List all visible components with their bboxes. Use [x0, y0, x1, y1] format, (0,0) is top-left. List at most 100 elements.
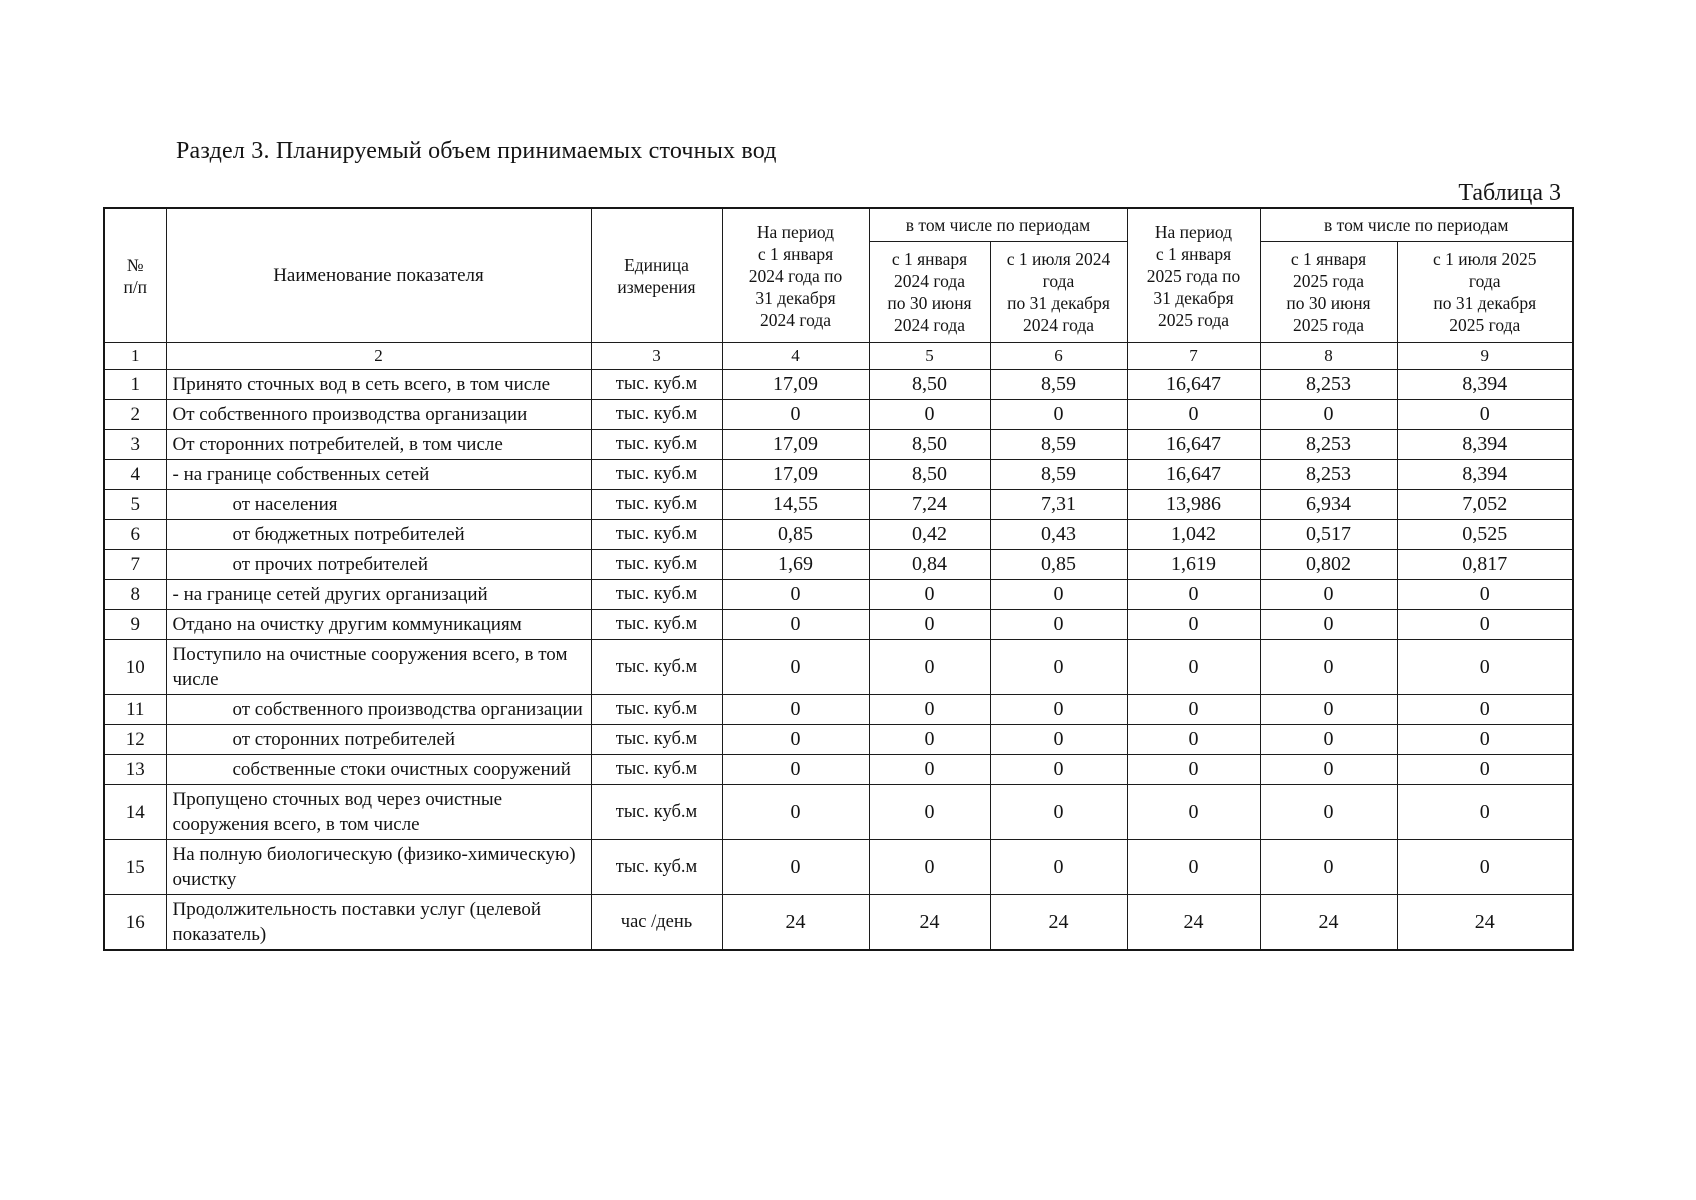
value-cell: 8,59 [989, 429, 1128, 460]
table-row: 9 Отдано на очистку другим коммуникациям т… [103, 609, 1574, 640]
value-cell: 0 [721, 399, 870, 430]
column-number: 3 [590, 342, 723, 370]
section-title: Раздел 3. Планируемый объем принимаемых … [176, 138, 777, 164]
value-cell: 8,59 [989, 459, 1128, 490]
unit-cell: тыс. куб.м [590, 839, 723, 895]
row-number-cell: 15 [103, 839, 167, 895]
value-cell: 16,647 [1126, 369, 1261, 400]
value-cell: 6,934 [1259, 489, 1398, 520]
value-cell: 0 [721, 784, 870, 840]
indicator-name-cell: Отдано на очистку другим коммуникациям [165, 609, 592, 640]
value-cell: 0 [1396, 839, 1574, 895]
header-period-2024: На период с 1 января 2024 года по 31 дек… [721, 207, 870, 343]
unit-cell: тыс. куб.м [590, 549, 723, 580]
value-cell: 8,394 [1396, 459, 1574, 490]
table-row: 1 Принято сточных вод в сеть всего, в том… [103, 369, 1574, 400]
value-cell: 14,55 [721, 489, 870, 520]
unit-cell: тыс. куб.м [590, 724, 723, 755]
table-row: 2 От собственного производства организаци… [103, 399, 1574, 430]
value-cell: 0 [721, 579, 870, 610]
header-indicator-name: Наименование показателя [165, 207, 592, 343]
row-number-cell: 10 [103, 639, 167, 695]
value-cell: 0 [1126, 839, 1261, 895]
value-cell: 8,394 [1396, 429, 1574, 460]
column-number: 4 [721, 342, 870, 370]
value-cell: 0 [721, 839, 870, 895]
value-cell: 0 [868, 784, 991, 840]
row-number-cell: 11 [103, 694, 167, 725]
value-cell: 0,42 [868, 519, 991, 550]
row-number-cell: 3 [103, 429, 167, 460]
table-row: 5 от населения тыс. куб.м 14,55 7,24 7,31 13,9… [103, 489, 1574, 520]
row-number-cell: 13 [103, 754, 167, 785]
header-row-subperiods: с 1 января 2024 года по 30 июня 2024 год… [104, 241, 1574, 343]
value-cell: 0 [989, 399, 1128, 430]
value-cell: 8,253 [1259, 429, 1398, 460]
value-cell: 17,09 [721, 459, 870, 490]
indicator-name-cell: собственные стоки очистных сооружений [165, 754, 592, 785]
unit-cell: тыс. куб.м [590, 429, 723, 460]
value-cell: 0 [1126, 579, 1261, 610]
header-row-number: № п/п [103, 207, 167, 343]
value-cell: 0 [989, 754, 1128, 785]
value-cell: 8,253 [1259, 369, 1398, 400]
indicator-name-cell: от населения [165, 489, 592, 520]
value-cell: 16,647 [1126, 429, 1261, 460]
value-cell: 7,31 [989, 489, 1128, 520]
header-h1-2025: с 1 января 2025 года по 30 июня 2025 год… [1259, 241, 1398, 343]
value-cell: 0 [868, 754, 991, 785]
unit-cell: тыс. куб.м [590, 694, 723, 725]
value-cell: 1,042 [1126, 519, 1261, 550]
unit-cell: тыс. куб.м [590, 754, 723, 785]
indicator-name-cell: Пропущено сточных вод через очистные соо… [165, 784, 592, 840]
unit-cell: тыс. куб.м [590, 369, 723, 400]
table-row: 15 На полную биологическую (физико-химиче… [103, 839, 1574, 895]
value-cell: 0 [989, 639, 1128, 695]
row-number-cell: 9 [103, 609, 167, 640]
unit-cell: тыс. куб.м [590, 519, 723, 550]
value-cell: 24 [721, 894, 870, 951]
value-cell: 0 [989, 609, 1128, 640]
value-cell: 0 [1259, 724, 1398, 755]
table-row: 11 от собственного производства организац… [103, 694, 1574, 725]
value-cell: 0,802 [1259, 549, 1398, 580]
table-row: 13 собственные стоки очистных сооружений т… [103, 754, 1574, 785]
header-row-column-numbers: 1 2 3 4 5 6 7 8 9 [103, 342, 1574, 370]
value-cell: 17,09 [721, 429, 870, 460]
value-cell: 0 [1259, 839, 1398, 895]
indicator-name-cell: Поступило на очистные сооружения всего, … [165, 639, 592, 695]
value-cell: 8,50 [868, 429, 991, 460]
value-cell: 8,50 [868, 459, 991, 490]
value-cell: 0,43 [989, 519, 1128, 550]
value-cell: 16,647 [1126, 459, 1261, 490]
value-cell: 0 [868, 724, 991, 755]
value-cell: 0 [1259, 694, 1398, 725]
value-cell: 0 [721, 639, 870, 695]
value-cell: 0 [868, 639, 991, 695]
table-row: 10 Поступило на очистные сооружения всего… [103, 639, 1574, 695]
value-cell: 0,817 [1396, 549, 1574, 580]
row-number-cell: 1 [103, 369, 167, 400]
indicator-name-cell: На полную биологическую (физико-химическ… [165, 839, 592, 895]
unit-cell: час /день [590, 894, 723, 951]
row-number-cell: 7 [103, 549, 167, 580]
value-cell: 1,69 [721, 549, 870, 580]
value-cell: 0 [1126, 784, 1261, 840]
value-cell: 0 [1126, 724, 1261, 755]
value-cell: 0 [868, 609, 991, 640]
value-cell: 0 [989, 724, 1128, 755]
value-cell: 24 [989, 894, 1128, 951]
header-period-2025: На период с 1 января 2025 года по 31 дек… [1126, 207, 1261, 343]
unit-cell: тыс. куб.м [590, 639, 723, 695]
unit-cell: тыс. куб.м [590, 579, 723, 610]
table-row: 3 От сторонних потребителей, в том числе т… [103, 429, 1574, 460]
header-h2-2024: с 1 июля 2024 года по 31 декабря 2024 го… [989, 241, 1128, 343]
value-cell: 0 [1259, 754, 1398, 785]
value-cell: 7,24 [868, 489, 991, 520]
table-label: Таблица 3 [1458, 180, 1561, 206]
header-unit: Единица измерения [590, 207, 723, 343]
value-cell: 0 [868, 399, 991, 430]
row-number-cell: 16 [103, 894, 167, 951]
value-cell: 0 [1259, 579, 1398, 610]
header-including-2024: в том числе по периодам [868, 207, 1128, 242]
